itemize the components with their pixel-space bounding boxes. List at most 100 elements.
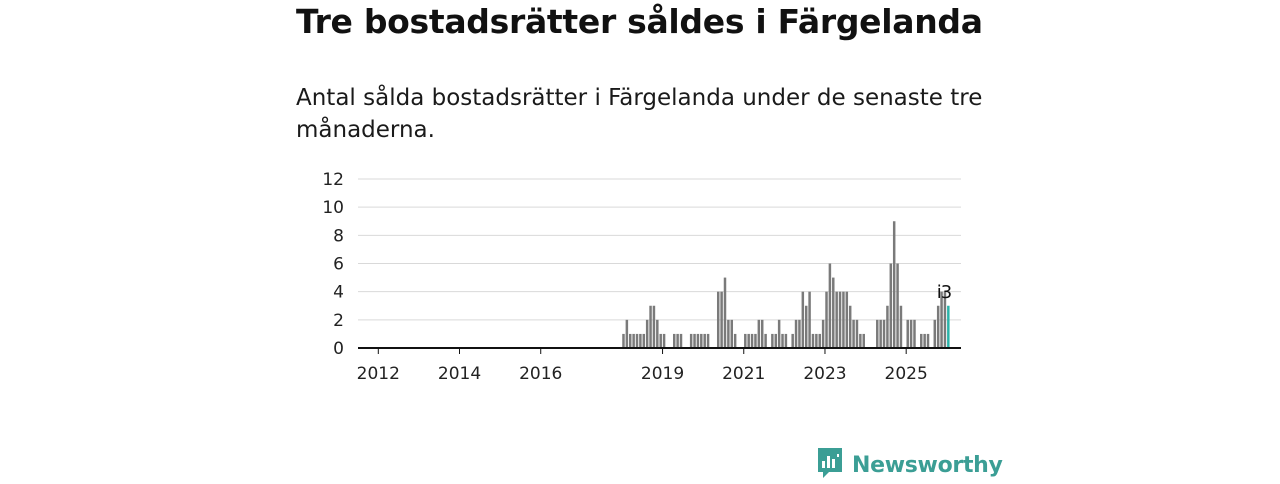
y-tick-label: 8 bbox=[333, 226, 344, 246]
y-tick-label: 10 bbox=[322, 198, 344, 218]
bar bbox=[920, 333, 923, 348]
bar bbox=[679, 333, 683, 348]
bar bbox=[876, 319, 879, 348]
bar bbox=[808, 291, 811, 348]
bar bbox=[933, 319, 937, 348]
bar bbox=[801, 291, 805, 348]
y-tick-label: 2 bbox=[333, 311, 344, 331]
gridlines bbox=[358, 178, 961, 321]
bar bbox=[936, 305, 940, 348]
bar bbox=[689, 333, 693, 348]
bar bbox=[656, 319, 659, 348]
bar bbox=[794, 319, 798, 348]
bar bbox=[815, 333, 818, 348]
bar bbox=[879, 319, 882, 348]
bar bbox=[639, 333, 642, 348]
bar bbox=[886, 305, 889, 348]
bar bbox=[696, 333, 700, 348]
bar bbox=[818, 333, 821, 348]
bar bbox=[781, 333, 784, 348]
bar bbox=[943, 291, 947, 348]
x-tick-label: 2025 bbox=[885, 364, 928, 384]
bar bbox=[730, 319, 734, 348]
bar bbox=[727, 319, 730, 348]
bar bbox=[913, 319, 916, 348]
x-tick-label: 2014 bbox=[438, 364, 481, 384]
bar bbox=[852, 319, 855, 348]
bar-highlight bbox=[947, 305, 950, 348]
chart-title: Tre bostadsrätter såldes i Färgelanda bbox=[296, 2, 983, 41]
bar bbox=[733, 333, 737, 348]
bar bbox=[899, 305, 903, 348]
bar bbox=[757, 319, 761, 348]
bar bbox=[625, 319, 629, 348]
bar bbox=[622, 333, 625, 348]
bar bbox=[672, 333, 676, 348]
bar bbox=[635, 333, 639, 348]
bar bbox=[835, 291, 838, 348]
bar bbox=[659, 333, 662, 348]
bar bbox=[845, 291, 849, 348]
bar bbox=[764, 333, 767, 348]
bar bbox=[720, 291, 723, 348]
bar bbox=[723, 277, 727, 348]
bar bbox=[703, 333, 706, 348]
highlight-marker: i bbox=[937, 282, 942, 303]
bar bbox=[828, 263, 832, 348]
y-tick-label: 0 bbox=[333, 339, 344, 359]
bar bbox=[825, 291, 828, 348]
bar bbox=[889, 263, 893, 348]
bar bbox=[774, 333, 777, 348]
bar bbox=[784, 333, 788, 348]
bar bbox=[750, 333, 754, 348]
bar bbox=[923, 333, 926, 348]
bar bbox=[862, 333, 865, 348]
bar bbox=[649, 305, 652, 348]
bar bbox=[798, 319, 801, 348]
bar bbox=[662, 333, 666, 348]
bar bbox=[642, 333, 646, 348]
bar bbox=[855, 319, 859, 348]
brand-name: Newsworthy bbox=[852, 452, 1003, 478]
bar bbox=[892, 221, 896, 348]
bars bbox=[622, 221, 950, 348]
bar bbox=[676, 333, 679, 348]
bar bbox=[760, 319, 764, 348]
bar bbox=[804, 305, 808, 348]
bar bbox=[859, 333, 862, 348]
bar bbox=[754, 333, 757, 348]
bar bbox=[848, 305, 852, 348]
y-tick-label: 12 bbox=[322, 170, 344, 190]
bar bbox=[632, 333, 635, 348]
x-tick-label: 2019 bbox=[641, 364, 684, 384]
bar bbox=[896, 263, 899, 348]
bar bbox=[906, 319, 909, 348]
x-tick-label: 2021 bbox=[722, 364, 765, 384]
bar bbox=[716, 291, 720, 348]
bar bbox=[747, 333, 750, 348]
bar bbox=[777, 319, 781, 348]
bar bbox=[706, 333, 710, 348]
bar-chart: 0 2 4 6 8 10 12 2012 2014 2016 2019 2021 2023 2025 i… bbox=[322, 170, 961, 384]
x-tick-label: 2016 bbox=[519, 364, 562, 384]
bar bbox=[882, 319, 886, 348]
y-tick-label: 4 bbox=[333, 283, 344, 303]
bar bbox=[652, 305, 656, 348]
bar bbox=[700, 333, 703, 348]
bar bbox=[842, 291, 845, 348]
bar bbox=[940, 291, 943, 348]
chart-subtitle: Antal sålda bostadsrätter i Färgelanda u… bbox=[296, 85, 983, 143]
bar bbox=[791, 333, 794, 348]
x-tick-label: 2023 bbox=[803, 364, 846, 384]
bar bbox=[693, 333, 696, 348]
bar bbox=[821, 319, 825, 348]
bar bbox=[645, 319, 649, 348]
x-axis-ticks: 2012 2014 2016 2019 2021 2023 2025 bbox=[357, 348, 928, 384]
bar bbox=[909, 319, 913, 348]
x-tick-label: 2012 bbox=[357, 364, 400, 384]
newsworthy-logo-icon bbox=[816, 446, 844, 484]
y-axis-ticks: 0 2 4 6 8 10 12 bbox=[322, 170, 344, 359]
highlight-value-label: 3 bbox=[941, 282, 952, 303]
brand-logo: Newsworthy bbox=[816, 446, 1003, 484]
bar bbox=[629, 333, 632, 348]
